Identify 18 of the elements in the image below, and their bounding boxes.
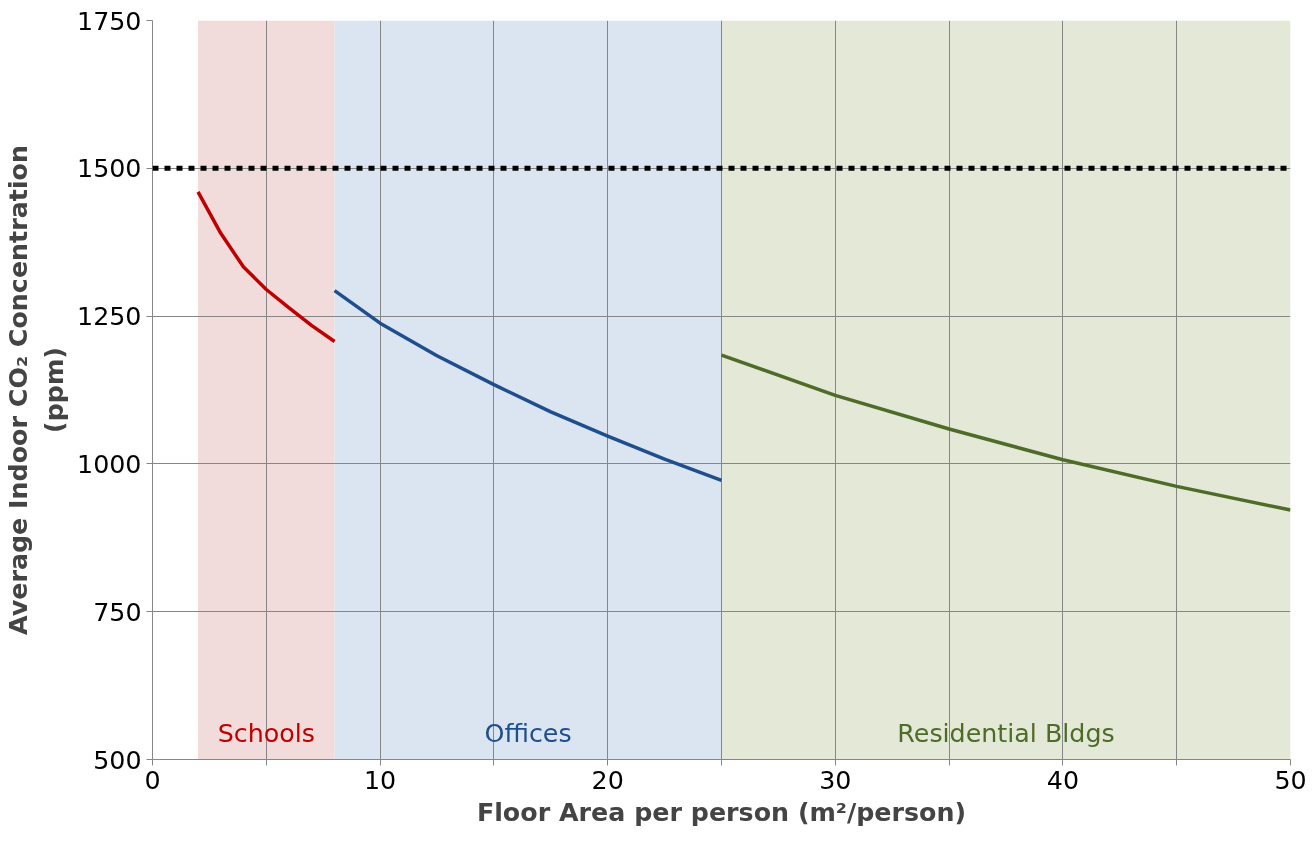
line-series (332, 288, 724, 483)
x-tick-label: 30 (819, 764, 852, 795)
y-tick-label: 1500 (77, 153, 142, 184)
x-tick-label: 40 (1046, 764, 1080, 795)
y-tick-label: 500 (93, 744, 142, 775)
y-tick-label: 1750 (77, 5, 142, 36)
y-tick-label: 750 (93, 596, 142, 627)
line-series (196, 190, 337, 344)
x-tick-label: 20 (591, 764, 624, 795)
x-axis-title: Floor Area per person (m²/person) (476, 796, 967, 827)
y-tick-label: 1000 (77, 448, 142, 479)
y-axis-title: Average Indoor CO₂ Concentration (ppm) (3, 145, 70, 635)
y-tick-label: 1250 (77, 301, 142, 332)
x-tick-label: 0 (144, 764, 161, 795)
x-tick-label: 10 (363, 764, 397, 795)
line-series (719, 353, 1291, 512)
x-tick-label: 50 (1274, 764, 1307, 795)
band-label: Schools (217, 717, 315, 748)
